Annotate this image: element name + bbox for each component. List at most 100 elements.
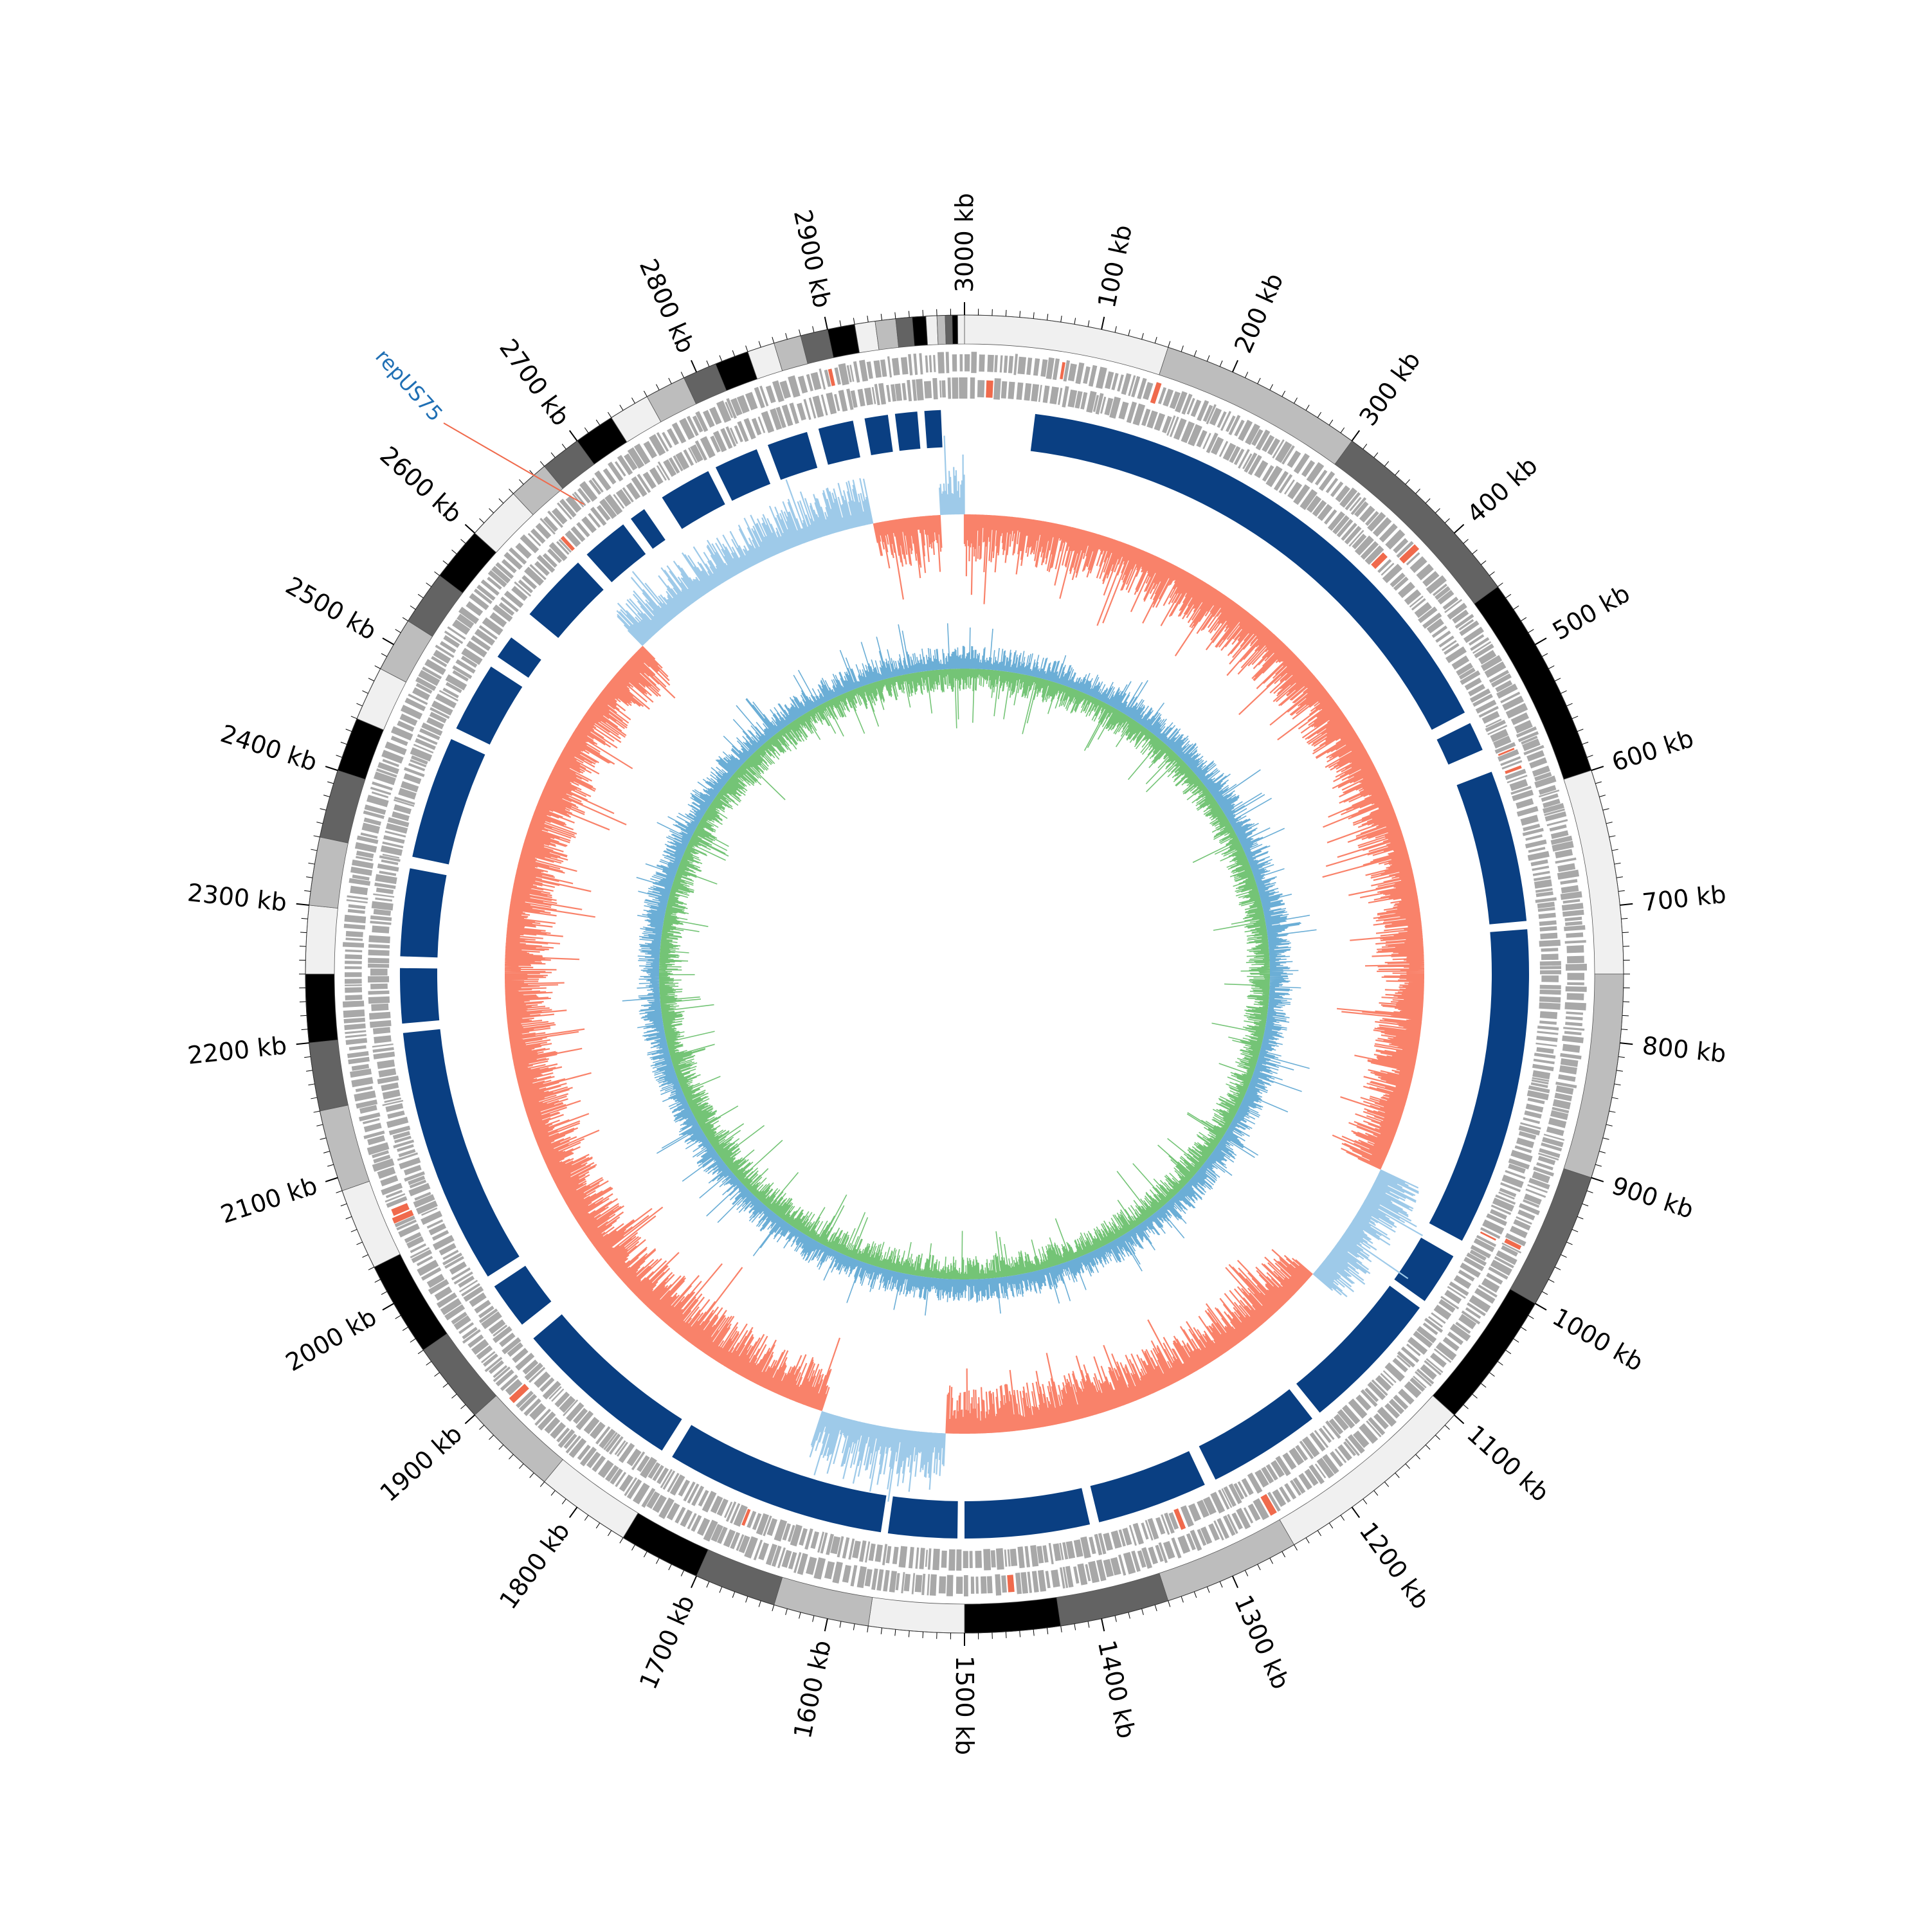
minor-tick: [813, 1616, 814, 1622]
major-tick: [325, 1178, 338, 1182]
minor-tick: [1329, 420, 1333, 425]
feature-mark: [842, 1565, 851, 1583]
annotation-label: repUS75: [370, 345, 448, 426]
feature-mark: [887, 356, 892, 377]
feature-mark: [1539, 940, 1561, 947]
feature-mark: [1541, 975, 1559, 982]
minor-tick: [1489, 1373, 1494, 1377]
minor-tick: [410, 606, 415, 609]
minor-tick: [1088, 320, 1089, 327]
skew-negative-series: [617, 436, 1422, 1502]
feature-mark: [987, 1576, 993, 1593]
minor-tick: [1341, 428, 1345, 433]
minor-tick: [1270, 384, 1273, 390]
minor-tick: [540, 462, 544, 467]
feature-mark: [971, 1576, 975, 1594]
tick-label: 2000 kb: [281, 1303, 381, 1377]
feature-mark: [929, 355, 932, 372]
feature-mark: [928, 1548, 932, 1569]
feature-mark: [916, 379, 924, 401]
feature-mark: [1564, 1002, 1586, 1011]
feature-mark: [1043, 386, 1050, 403]
tick-label: 1600 kb: [788, 1638, 837, 1741]
tick-label: 3000 kb: [950, 193, 979, 293]
major-tick: [691, 1576, 696, 1587]
feature-mark: [370, 921, 391, 925]
minor-tick: [1506, 1350, 1511, 1354]
feature-mark: [1430, 1353, 1447, 1368]
feature-mark: [372, 1043, 394, 1047]
feature-mark: [1028, 1572, 1033, 1593]
feature-mark: [387, 1110, 405, 1119]
feature-mark: [344, 1018, 366, 1024]
minor-tick: [1445, 518, 1449, 523]
minor-tick: [375, 665, 381, 669]
minor-tick: [1294, 1545, 1298, 1551]
feature-mark: [1068, 363, 1077, 381]
feature-mark: [370, 1020, 392, 1028]
feature-mark: [1536, 1036, 1557, 1042]
feature-mark: [1566, 964, 1587, 971]
minor-tick: [867, 316, 868, 322]
feature-mark: [1540, 985, 1561, 989]
minor-tick: [363, 691, 368, 693]
tick-label: 2200 kb: [186, 1031, 288, 1070]
feature-mark: [349, 1045, 367, 1051]
major-tick: [691, 360, 696, 372]
feature-mark: [981, 1576, 987, 1594]
minor-tick: [1548, 665, 1554, 669]
feature-mark: [344, 1024, 366, 1031]
minor-tick: [519, 480, 523, 484]
feature-mark: [932, 378, 938, 399]
minor-tick: [316, 1124, 323, 1126]
minor-tick: [351, 1229, 357, 1232]
feature-mark: [1337, 1444, 1352, 1461]
minor-tick: [1612, 1097, 1618, 1099]
feature-mark: [1026, 357, 1032, 375]
feature-mark: [875, 1544, 883, 1562]
feature-mark: [368, 997, 390, 1004]
feature-mark: [1010, 1549, 1018, 1566]
feature-mark: [504, 552, 523, 570]
feature-mark: [345, 1034, 367, 1038]
major-tick: [465, 1415, 475, 1423]
minor-tick: [1435, 509, 1440, 513]
major-tick: [1101, 317, 1104, 330]
minor-tick: [596, 420, 600, 425]
minor-tick: [596, 1523, 600, 1528]
block-segment: [819, 420, 860, 465]
contig-band: [957, 315, 964, 344]
feature-mark: [424, 659, 446, 675]
feature-mark: [975, 1551, 982, 1568]
block-segment: [1437, 723, 1483, 765]
feature-mark: [1004, 356, 1008, 373]
minor-tick: [1033, 1629, 1034, 1636]
block-ring: [400, 410, 1529, 1539]
feature-mark: [346, 937, 363, 941]
tick-label: 400 kb: [1462, 451, 1543, 528]
feature-mark: [959, 377, 964, 399]
minor-tick: [1181, 1596, 1183, 1602]
minor-tick: [681, 1570, 684, 1576]
tick-label: 900 kb: [1608, 1171, 1697, 1224]
minor-tick: [443, 561, 448, 564]
feature-mark: [1017, 1546, 1024, 1568]
contig-band: [926, 316, 938, 345]
minor-tick: [1168, 341, 1170, 348]
feature-mark: [952, 354, 957, 372]
minor-tick: [1306, 405, 1309, 411]
tick-label: 2900 kb: [788, 207, 837, 311]
feature-mark: [886, 385, 891, 402]
feature-mark: [1566, 986, 1587, 992]
minor-tick: [327, 782, 334, 784]
feature-mark: [1540, 926, 1557, 932]
minor-tick: [1128, 1612, 1130, 1619]
minor-tick: [480, 518, 484, 523]
feature-mark: [343, 1000, 365, 1007]
feature-mark: [915, 1548, 919, 1569]
block-segment: [865, 415, 893, 455]
minor-tick: [1582, 1204, 1588, 1205]
tick-label: 700 kb: [1641, 880, 1728, 917]
feature-mark: [1465, 1307, 1481, 1319]
